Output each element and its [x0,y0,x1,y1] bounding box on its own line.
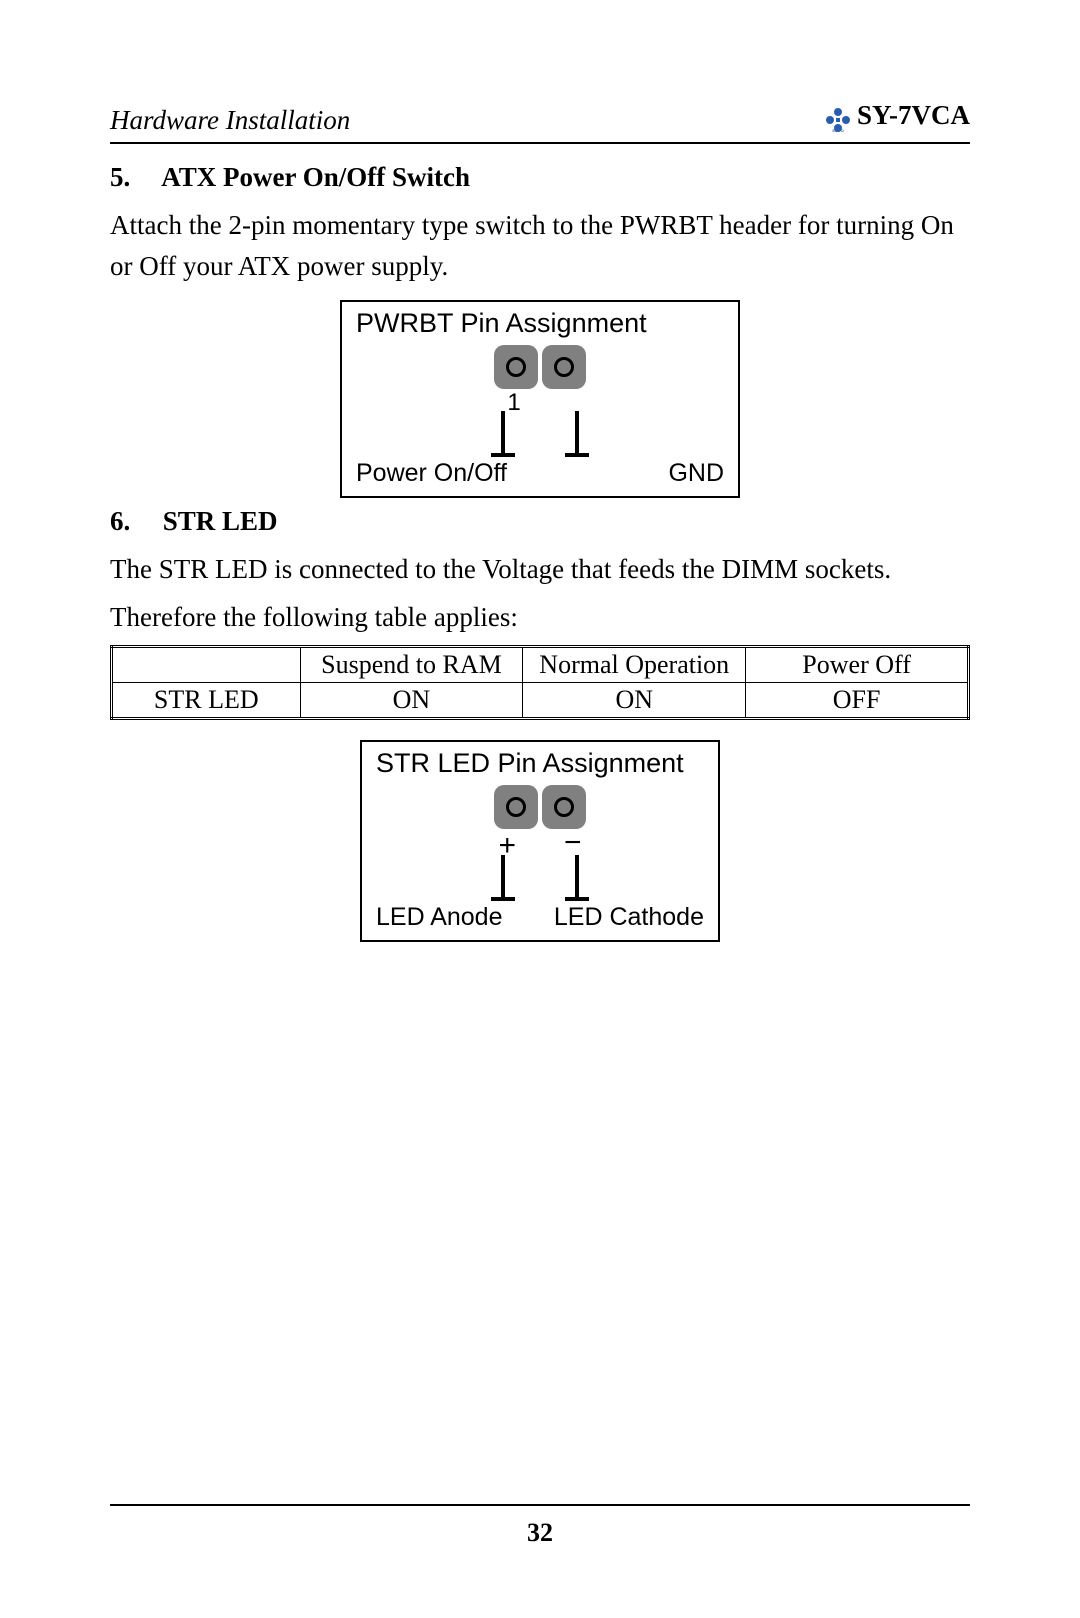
pwrbt-diagram-title: PWRBT Pin Assignment [356,308,724,339]
header-right: SOYO SY-7VCA [825,100,970,131]
table-cell: ON [300,682,523,718]
table-cell: STR LED [112,682,301,718]
page-header: Hardware Installation SOYO SY-7VCA [110,100,970,144]
soyo-logo-icon: SOYO [825,107,851,133]
table-row: STR LED ON ON OFF [112,682,969,718]
section-6-title: STR LED [163,506,278,536]
section-6-body-2: Therefore the following table applies: [110,597,970,639]
str-led-table: Suspend to RAM Normal Operation Power Of… [110,645,970,720]
section-5-title: ATX Power On/Off Switch [161,162,470,192]
pin-icon [542,345,586,389]
header-left: Hardware Installation [110,105,350,136]
pin-icon [494,785,538,829]
str-led-pins [376,785,704,829]
section-6-body-1: The STR LED is connected to the Voltage … [110,549,970,591]
table-header: Suspend to RAM [300,646,523,682]
minus-icon: − [564,828,582,858]
page-number: 32 [527,1518,553,1547]
table-cell: ON [523,682,746,718]
section-5-body: Attach the 2-pin momentary type switch t… [110,205,970,289]
str-led-diagram: STR LED Pin Assignment + − LED Anode LED… [110,740,970,942]
header-model: SY-7VCA [857,100,970,131]
pwrbt-pins [356,345,724,389]
str-right-label: LED Cathode [554,903,704,932]
section-5-number: 5. [110,162,156,193]
svg-text:SOYO: SOYO [832,128,844,133]
page-footer: 32 [110,1504,970,1548]
pin-icon [494,345,538,389]
table-header: Normal Operation [523,646,746,682]
table-header [112,646,301,682]
table-header: Power Off [746,646,969,682]
str-led-diagram-title: STR LED Pin Assignment [376,748,704,779]
pwrbt-left-label: Power On/Off [356,459,507,488]
pwrbt-diagram: PWRBT Pin Assignment 1 Power On/Off GND [110,300,970,498]
diagram-leads [376,855,704,901]
diagram-leads [356,411,724,457]
section-5-heading: 5. ATX Power On/Off Switch [110,162,970,193]
table-cell: OFF [746,682,969,718]
str-left-label: LED Anode [376,903,503,932]
table-row: Suspend to RAM Normal Operation Power Of… [112,646,969,682]
pin-icon [542,785,586,829]
section-6-heading: 6. STR LED [110,506,970,537]
pwrbt-right-label: GND [668,459,724,488]
section-6-number: 6. [110,506,156,537]
